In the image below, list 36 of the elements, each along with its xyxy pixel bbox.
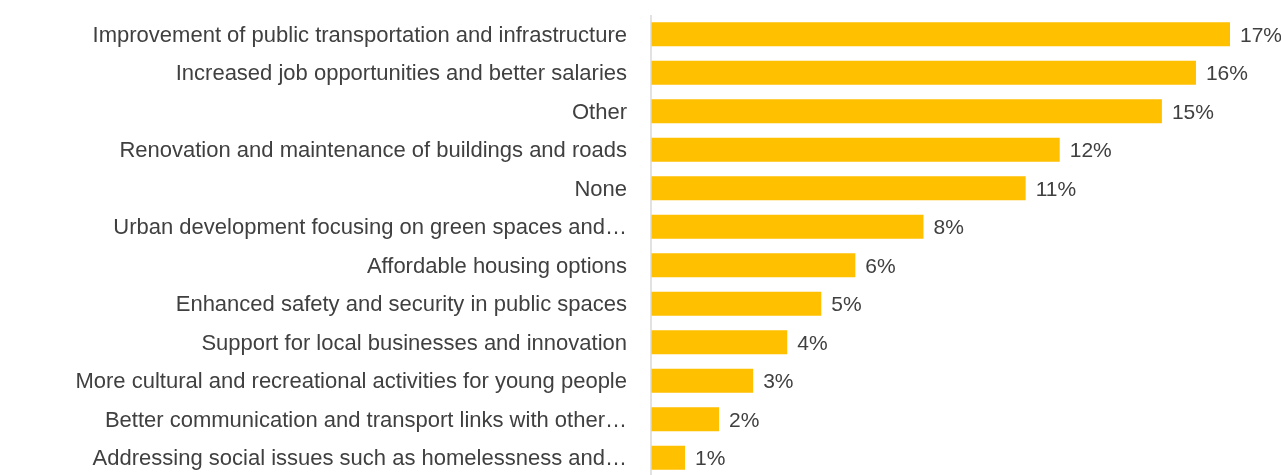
bar — [651, 176, 1026, 201]
bar — [651, 253, 856, 278]
data-label: 1% — [695, 446, 726, 470]
bar — [651, 99, 1162, 124]
data-label: 12% — [1069, 138, 1112, 162]
y-tick-label: Urban development focusing on green spaces and… — [113, 214, 627, 240]
bar — [651, 445, 686, 470]
y-tick-label: Increased job opportunities and better salaries — [175, 60, 627, 86]
y-tick-label: Affordable housing options — [366, 252, 627, 278]
bar — [651, 291, 822, 316]
bar — [651, 407, 720, 432]
data-label: 3% — [763, 369, 794, 393]
bar — [651, 368, 754, 393]
data-label: 16% — [1205, 61, 1248, 85]
data-label: 5% — [831, 292, 862, 316]
data-label: 4% — [797, 330, 828, 354]
bar — [651, 137, 1060, 162]
y-tick-label: Improvement of public transportation and infrastructure — [92, 21, 627, 47]
y-tick-label: Addressing social issues such as homelessness and… — [92, 445, 627, 471]
y-tick-label: Better communication and transport links with other… — [104, 406, 627, 432]
bar — [651, 22, 1230, 47]
data-label: 17% — [1240, 22, 1281, 46]
data-label: 8% — [933, 215, 964, 239]
data-label: 15% — [1171, 99, 1214, 123]
y-tick-label: Renovation and maintenance of buildings and roads — [119, 137, 627, 163]
data-label: 6% — [865, 253, 896, 277]
y-tick-label: Enhanced safety and security in public spaces — [175, 291, 627, 317]
y-tick-label: More cultural and recreational activities for young people — [75, 368, 627, 394]
bar — [651, 214, 924, 239]
data-label: 11% — [1035, 176, 1077, 200]
bar — [651, 60, 1196, 85]
y-tick-label: Other — [571, 98, 627, 124]
y-tick-label: None — [574, 175, 627, 201]
bar — [651, 330, 788, 355]
data-label: 2% — [729, 407, 760, 431]
y-tick-label: Support for local businesses and innovation — [201, 329, 627, 355]
